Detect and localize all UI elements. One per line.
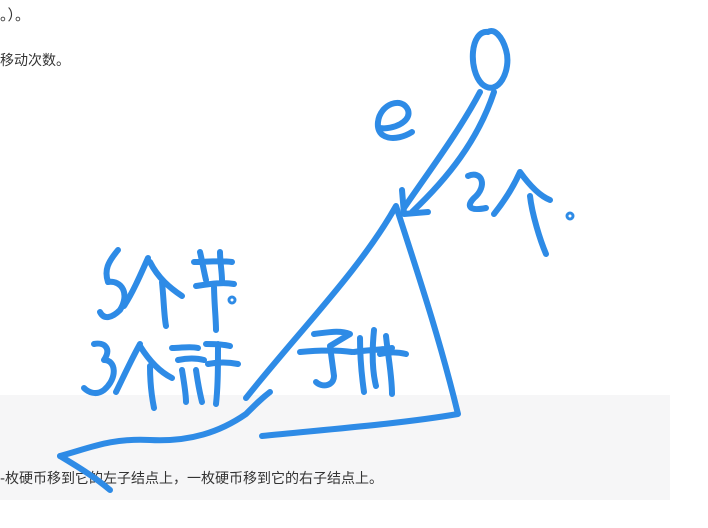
text-fragment-top: 。）。 [0, 6, 31, 24]
text-2ge-stroke-2 [491, 169, 553, 257]
arrow-shaft-stroke-2 [409, 89, 497, 215]
letter-e-stroke [374, 99, 415, 141]
text-fragment-moves: 移动次数。 [0, 53, 70, 69]
dot-stroke [565, 211, 575, 221]
dot-stroke-2 [227, 295, 237, 305]
arrow-shaft-stroke [401, 89, 483, 211]
text-zishu-stroke-2 [351, 327, 409, 397]
text-2ge-stroke [465, 171, 489, 212]
node-circle-stroke [469, 28, 511, 91]
text-3gejingbi-stroke [81, 340, 117, 397]
text-zishu-stroke [297, 328, 355, 389]
arrow-head-stroke [399, 187, 431, 217]
text-5gejie-stroke-2 [121, 255, 185, 329]
text-fragment-coins: -枚硬币移到它的左子结点上，一枚硬币移到它的右子结点上。 [0, 471, 384, 487]
text-5gejie-stroke-3 [191, 249, 237, 333]
text-5gejie-stroke [97, 247, 128, 320]
